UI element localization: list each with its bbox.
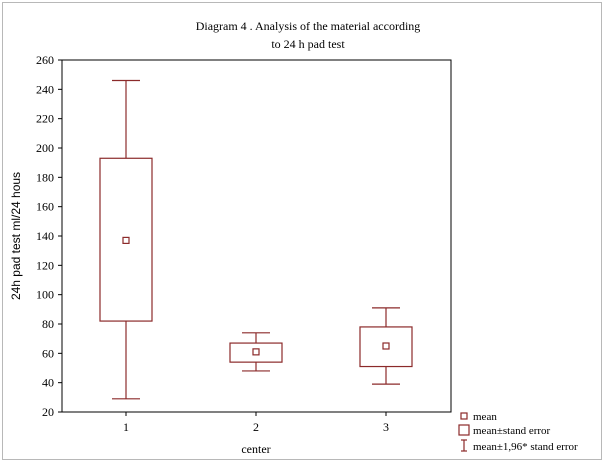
se-box-3 [359,326,413,368]
y-tick-label-240: 240 [36,82,54,96]
box-group-1 [99,79,153,400]
x-axis-label: center [241,442,270,456]
chart-title-line-2: to 24 h pad test [271,37,345,51]
se-box-1 [99,157,153,322]
y-tick-label-260: 260 [36,53,54,67]
y-axis-label: 24h pad test ml/24 hous [9,172,23,300]
x-axis: 1 2 3 [123,412,389,434]
se-box-2 [229,342,283,363]
x-tick-label-1: 1 [123,420,129,434]
chart-title-line-1: Diagram 4 . Analysis of the material acc… [196,19,421,33]
y-tick-label-220: 220 [36,112,54,126]
legend-label-se: mean±stand error [473,425,551,437]
y-tick-label-20: 20 [42,405,54,419]
legend-label-ci: mean±1,96* stand error [473,441,578,453]
box-group-2 [229,332,283,372]
y-tick-label-180: 180 [36,170,54,184]
box-series [99,79,413,400]
y-tick-label-80: 80 [42,317,54,331]
y-axis: 20 40 60 80 100 120 140 160 180 200 220 240 260 [36,53,62,419]
x-tick-label-3: 3 [383,420,389,434]
y-tick-label-120: 120 [36,258,54,272]
legend-label-mean: mean [473,411,497,423]
y-tick-label-200: 200 [36,141,54,155]
mean-point-1 [122,236,130,244]
box-group-3 [359,307,413,385]
mean-point-3 [382,342,390,350]
y-tick-label-160: 160 [36,200,54,214]
legend: mean mean±stand error mean±1,96* stand e… [458,411,578,453]
y-tick-label-100: 100 [36,288,54,302]
mean-point-2 [252,348,260,356]
x-tick-label-2: 2 [253,420,259,434]
legend-se-symbol [458,424,470,436]
legend-ci-symbol [461,439,467,452]
chart-frame [2,2,602,460]
legend-mean-symbol [460,412,468,420]
y-tick-label-40: 40 [42,376,54,390]
plot-area [61,59,452,413]
y-tick-label-60: 60 [42,346,54,360]
y-tick-label-140: 140 [36,229,54,243]
